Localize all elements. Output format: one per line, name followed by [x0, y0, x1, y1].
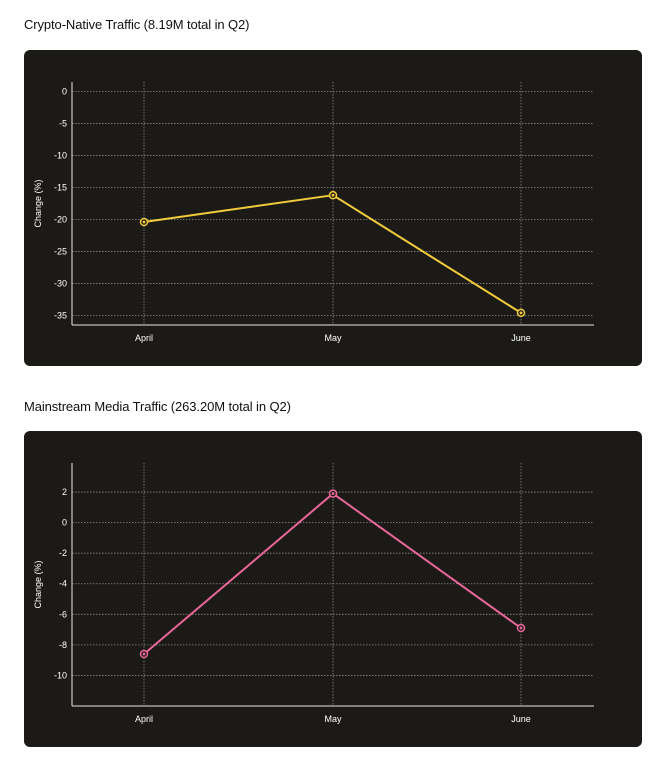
- y-tick-label: -20: [54, 214, 67, 224]
- series-line: [143, 492, 522, 655]
- chart-panel: 0 -5 -10 -15 -20 -25 -30 -35 April May June Change …: [24, 50, 642, 366]
- y-tick-label: -6: [59, 609, 67, 619]
- x-tick-label: May: [324, 714, 342, 724]
- y-tick-label: 0: [62, 87, 67, 97]
- y-tick-label: -30: [54, 278, 67, 288]
- y-tick-label: -35: [54, 310, 67, 320]
- line-chart: 2 0 -2 -4 -6 -8 -10 April May June Change (%): [33, 463, 594, 724]
- chart-panel: 2 0 -2 -4 -6 -8 -10 April May June Change (%): [24, 431, 642, 747]
- y-tick-label: -2: [59, 548, 67, 558]
- y-tick-label: 0: [62, 518, 67, 528]
- chart-title: Mainstream Media Traffic (263.20M total …: [24, 399, 291, 414]
- y-tick-label: -25: [54, 246, 67, 256]
- data-point-center: [331, 193, 335, 197]
- data-point-center: [142, 220, 146, 224]
- x-tick-label: April: [135, 714, 153, 724]
- y-axis-label: Change (%): [33, 179, 43, 227]
- x-tick-label: June: [511, 333, 531, 343]
- y-tick-label: -10: [54, 670, 67, 680]
- data-point-center: [142, 652, 146, 656]
- data-point-center: [331, 492, 335, 495]
- line-chart: 0 -5 -10 -15 -20 -25 -30 -35 April May June Change …: [33, 82, 594, 343]
- series-line: [143, 194, 522, 314]
- y-axis-label: Change (%): [33, 560, 43, 608]
- y-tick-label: -10: [54, 151, 67, 161]
- data-point-center: [519, 311, 523, 315]
- y-tick-label: -8: [59, 640, 67, 650]
- y-tick-label: -5: [59, 119, 67, 129]
- chart-title: Crypto-Native Traffic (8.19M total in Q2…: [24, 17, 250, 32]
- y-tick-label: 2: [62, 487, 67, 497]
- data-point-center: [519, 626, 523, 630]
- y-tick-label: -4: [59, 579, 67, 589]
- x-tick-label: May: [324, 333, 342, 343]
- x-tick-label: April: [135, 333, 153, 343]
- y-tick-label: -15: [54, 183, 67, 193]
- x-tick-label: June: [511, 714, 531, 724]
